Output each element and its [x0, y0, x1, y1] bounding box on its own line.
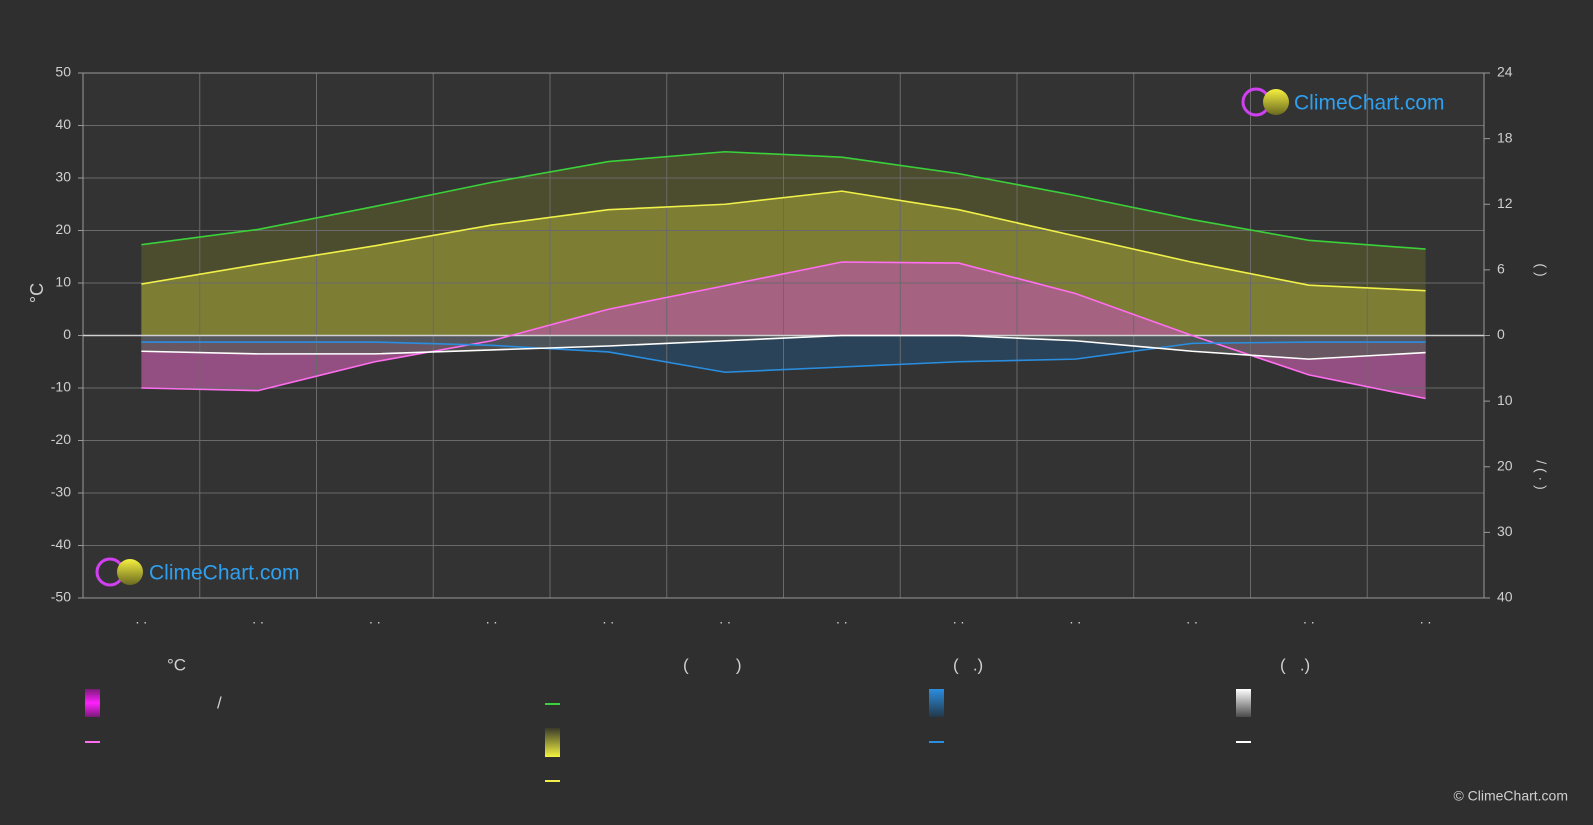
y-tick-label: -30 — [51, 484, 71, 500]
y2-tick-label: 6 — [1497, 261, 1505, 277]
y3-tick-label: 40 — [1497, 589, 1513, 605]
x-tick-label: . . — [486, 611, 498, 627]
legend-note: / — [217, 693, 222, 712]
y2-tick-label: 12 — [1497, 195, 1513, 211]
y3-tick-label: 20 — [1497, 457, 1513, 473]
x-tick-label: . . — [603, 611, 615, 627]
y-tick-label: -10 — [51, 379, 71, 395]
y-tick-label: 20 — [55, 221, 71, 237]
x-tick-label: . . — [953, 611, 965, 627]
series-area — [141, 335, 1426, 360]
y2-axis-label: ( ) — [1533, 263, 1549, 276]
series-line — [141, 190, 1426, 292]
legend-swatch — [1236, 689, 1251, 717]
series-line — [141, 150, 1426, 250]
y-tick-label: -50 — [51, 589, 71, 605]
y-tick-label: -40 — [51, 536, 71, 552]
logo-text: ClimeChart.com — [1294, 92, 1445, 115]
legend: °C ( ) ( .) ( .) / — [85, 655, 1310, 782]
plot-area — [82, 72, 1485, 599]
legend-header: ( .) — [1280, 655, 1310, 674]
logo-sun — [117, 559, 143, 585]
y3-tick-label: 10 — [1497, 392, 1513, 408]
x-tick-label: . . — [719, 611, 731, 627]
logo-sun — [1263, 89, 1289, 115]
legend-header: ( ) — [683, 655, 742, 674]
x-tick-label: . . — [252, 611, 264, 627]
legend-header: ( .) — [953, 655, 983, 674]
x-tick-label: . . — [369, 611, 381, 627]
x-tick-label: . . — [836, 611, 848, 627]
series-line — [141, 261, 1426, 400]
x-tick-label: . . — [1186, 611, 1198, 627]
logo-top: ClimeChart.com — [1241, 87, 1445, 117]
copyright: © ClimeChart.com — [1453, 788, 1568, 804]
y3-axis-label: / ( · ) — [1533, 460, 1549, 490]
legend-header: °C — [167, 655, 186, 674]
logo-bottom: ClimeChart.com — [95, 557, 300, 587]
y-tick-label: -20 — [51, 431, 71, 447]
y-axis-label: °C — [27, 283, 47, 303]
y-tick-label: 0 — [63, 326, 71, 342]
legend-swatch — [85, 689, 100, 717]
y-tick-label: 40 — [55, 116, 71, 132]
y3-tick-label: 30 — [1497, 523, 1513, 539]
x-tick-label: . . — [136, 611, 148, 627]
x-tick-label: . . — [1420, 611, 1432, 627]
y2-tick-label: 24 — [1497, 64, 1513, 80]
legend-swatch — [929, 689, 944, 717]
logo-text: ClimeChart.com — [149, 562, 300, 585]
x-tick-label: . . — [1070, 611, 1082, 627]
y2-tick-label: 0 — [1497, 326, 1505, 342]
legend-swatch — [545, 728, 560, 757]
y2-tick-label: 18 — [1497, 129, 1513, 145]
y-tick-label: 50 — [55, 64, 71, 80]
series-line — [141, 334, 1426, 360]
y-tick-label: 10 — [55, 274, 71, 290]
series-line — [141, 341, 1426, 374]
y-tick-label: 30 — [55, 169, 71, 185]
x-tick-label: . . — [1303, 611, 1315, 627]
